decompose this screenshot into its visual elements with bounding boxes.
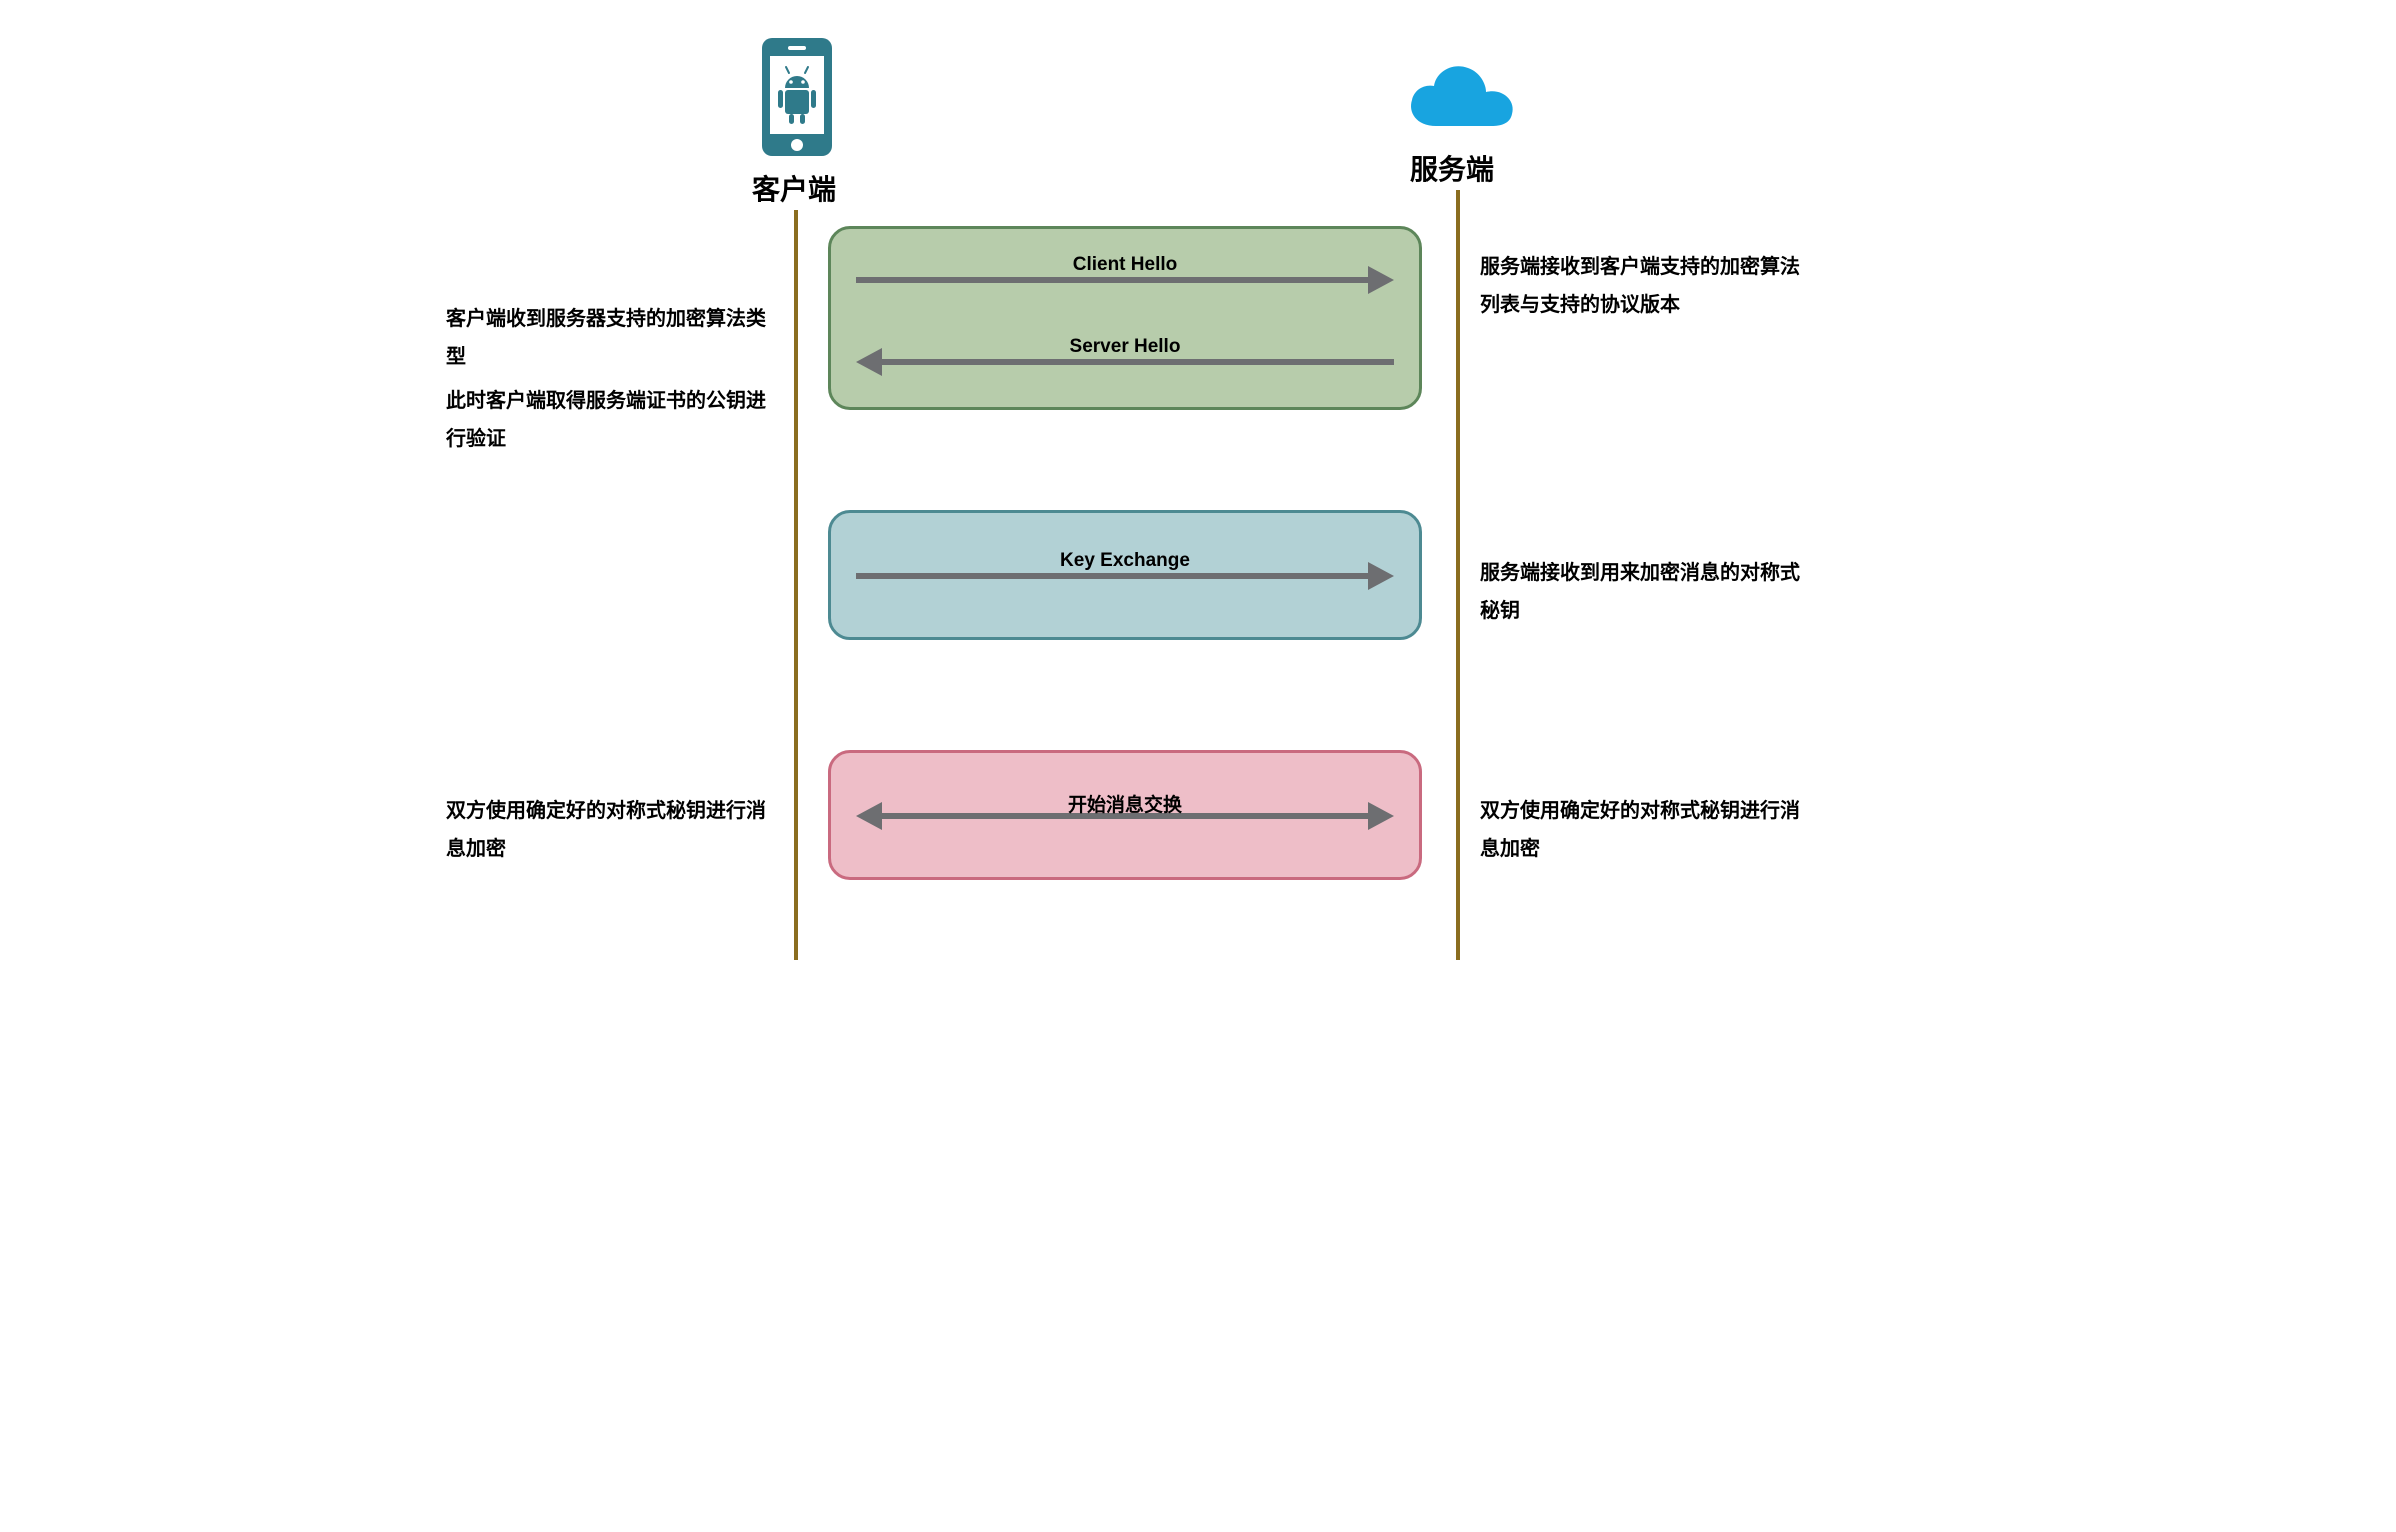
- note-left: 客户端收到服务器支持的加密算法类型: [446, 300, 766, 376]
- client-label: 客户端: [752, 168, 836, 208]
- note-right: 双方使用确定好的对称式秘钥进行消息加密: [1480, 792, 1800, 868]
- note-left: 双方使用确定好的对称式秘钥进行消息加密: [446, 792, 766, 868]
- message-label: 开始消息交换: [828, 790, 1422, 817]
- server-lifeline: [1456, 190, 1460, 960]
- note-right: 服务端接收到用来加密消息的对称式秘钥: [1480, 554, 1800, 630]
- message-label: Key Exchange: [828, 550, 1422, 572]
- phone-icon: [758, 36, 836, 158]
- client-lifeline: [794, 210, 798, 960]
- server-label: 服务端: [1410, 148, 1494, 188]
- cloud-icon: [1402, 60, 1518, 132]
- sequence-diagram: 客户端 服务端 Client Hello Server Hello Key Exchan…: [428, 0, 1968, 984]
- message-label: Server Hello: [828, 336, 1422, 358]
- note-right: 服务端接收到客户端支持的加密算法列表与支持的协议版本: [1480, 248, 1800, 324]
- note-left: 此时客户端取得服务端证书的公钥进行验证: [446, 382, 766, 458]
- message-label: Client Hello: [828, 254, 1422, 276]
